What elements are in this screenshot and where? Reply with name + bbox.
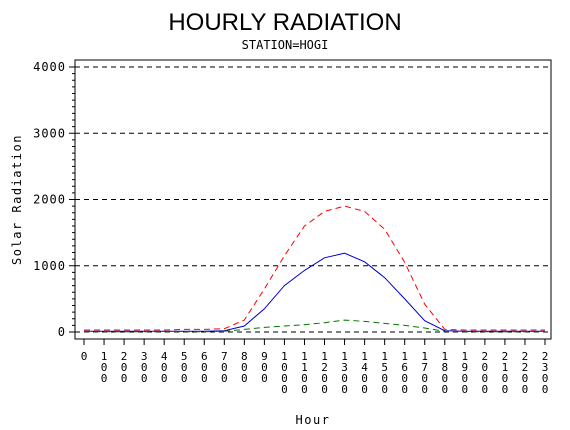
y-tick-label: 0 [58,325,66,339]
chart-subtitle: STATION=HOGI [242,38,329,52]
series-line-1 [84,205,545,331]
y-tick-label: 3000 [33,126,66,140]
series-layer [84,205,545,333]
series-line-3 [84,319,545,333]
y-tick-label: 1000 [33,259,66,273]
grid-lines [75,66,551,333]
x-axis-label: Hour [296,413,331,427]
x-tick-label: 0 [81,350,88,363]
y-axis: 0 1000 2000 3000 4000 [33,60,75,339]
series-line-2 [84,252,545,332]
y-tick-label: 4000 [33,60,66,74]
x-axis: 0 1 0 0 2 0 0 3 0 0 4 0 0 5 0 0 6 0 0 7 0 0 8 0 0 9 0 0 1 0 0 0 1 1 0 0 1 2 0 0… [81,339,549,396]
y-axis-label: Solar Radiation [10,134,24,265]
y-tick-label: 2000 [33,193,66,207]
chart-title: HOURLY RADIATION [168,9,401,36]
